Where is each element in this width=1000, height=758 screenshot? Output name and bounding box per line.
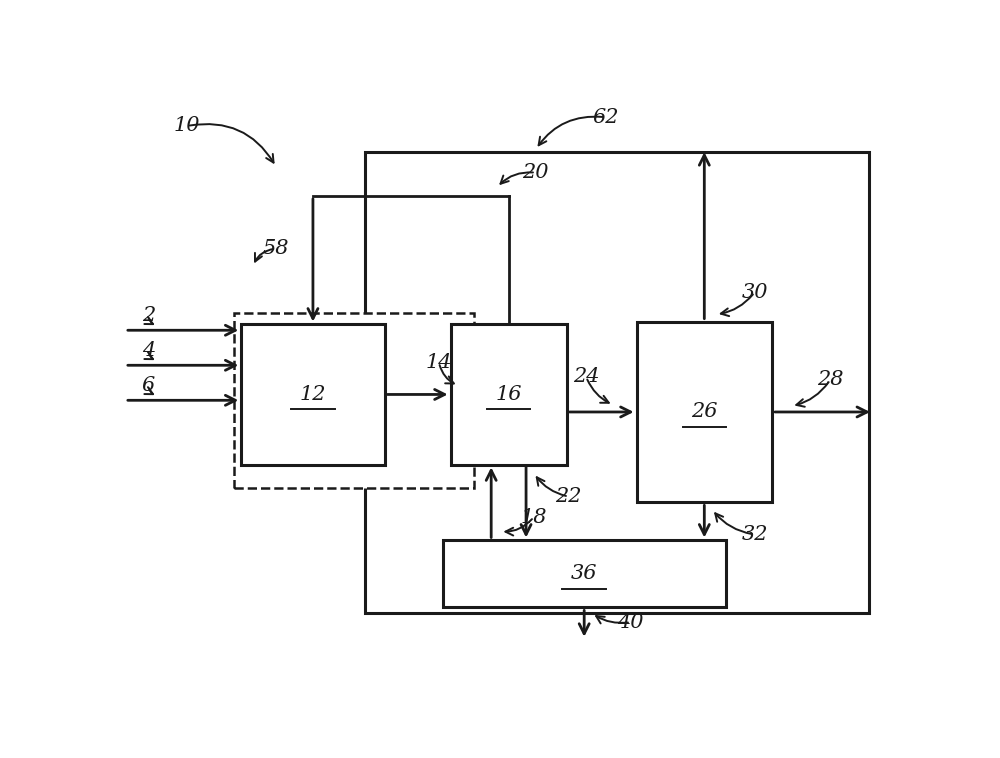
Bar xyxy=(241,324,385,465)
Text: 26: 26 xyxy=(691,402,718,421)
Text: 58: 58 xyxy=(263,239,289,258)
Text: 62: 62 xyxy=(592,108,619,127)
Text: 10: 10 xyxy=(174,117,200,136)
Bar xyxy=(234,313,474,488)
Bar xyxy=(443,540,726,607)
Text: 28: 28 xyxy=(817,371,843,390)
Text: 20: 20 xyxy=(522,163,549,182)
Bar xyxy=(637,321,772,503)
Text: 32: 32 xyxy=(741,525,768,544)
Text: 22: 22 xyxy=(555,487,582,506)
Text: 40: 40 xyxy=(617,612,644,631)
Text: 6: 6 xyxy=(142,376,155,395)
Text: 12: 12 xyxy=(300,385,326,404)
Text: 4: 4 xyxy=(142,341,155,360)
Text: 16: 16 xyxy=(495,385,522,404)
Text: 24: 24 xyxy=(573,368,599,387)
Text: 18: 18 xyxy=(521,508,547,527)
Bar xyxy=(450,324,567,465)
Text: 14: 14 xyxy=(426,353,452,372)
Text: 2: 2 xyxy=(142,306,155,325)
Text: 30: 30 xyxy=(741,283,768,302)
Bar xyxy=(365,152,869,613)
Text: 36: 36 xyxy=(571,565,597,584)
